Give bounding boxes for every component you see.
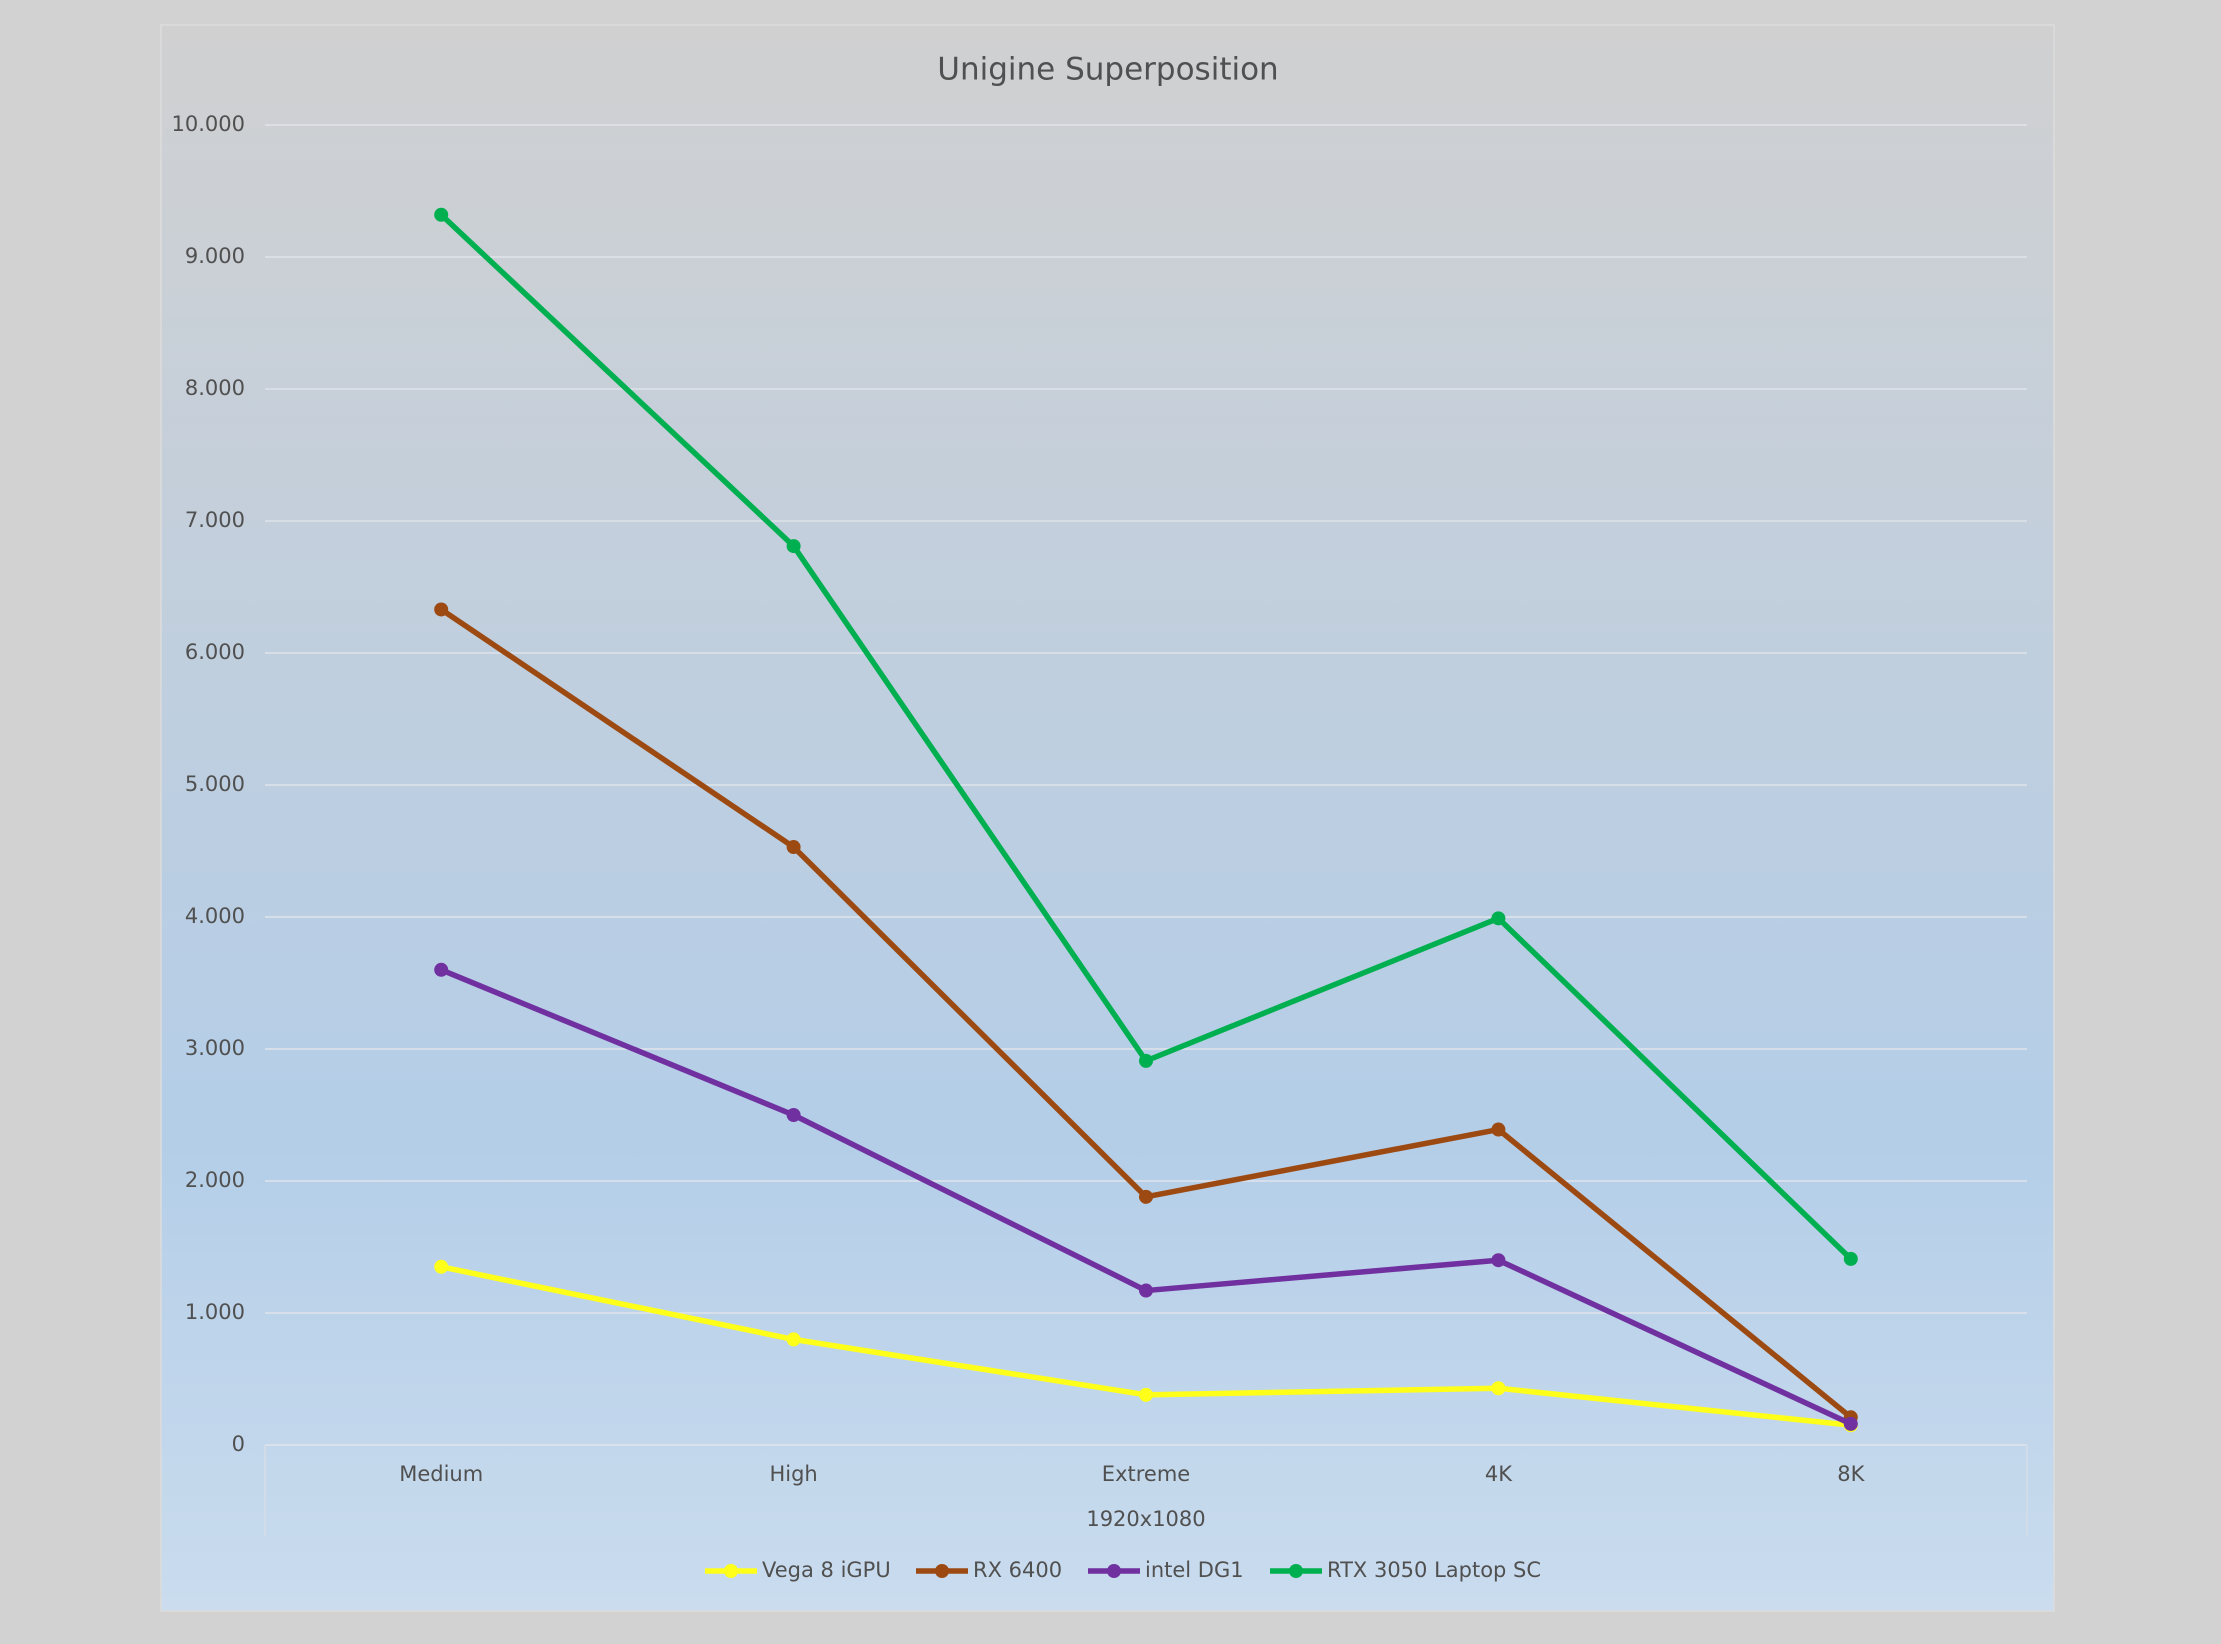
y-tick-label: 8.000 [185, 376, 245, 400]
data-point [434, 602, 449, 617]
data-point [1139, 1283, 1153, 1298]
data-point [1491, 1122, 1506, 1137]
y-tick-label: 2.000 [185, 1168, 245, 1192]
y-tick-label: 6.000 [185, 640, 245, 664]
chart-title: Unigine Superposition [937, 52, 1278, 88]
x-tick-label: High [769, 1462, 817, 1486]
y-tick-label: 10.000 [172, 112, 245, 136]
legend-marker [1107, 1564, 1121, 1578]
chart-area [160, 24, 2055, 1612]
x-tick-label: 4K [1485, 1462, 1513, 1486]
x-tick-label: Extreme [1102, 1462, 1190, 1486]
x-tick-label: Medium [399, 1462, 483, 1486]
y-tick-label: 3.000 [185, 1036, 245, 1060]
y-tick-label: 4.000 [185, 904, 245, 928]
y-tick-label: 1.000 [185, 1300, 245, 1324]
y-tick-label: 9.000 [185, 244, 245, 268]
data-point [786, 840, 801, 855]
legend-label: RTX 3050 Laptop SC [1327, 1558, 1541, 1582]
legend-label: Vega 8 iGPU [762, 1558, 891, 1582]
data-point [1139, 1387, 1153, 1402]
data-point [786, 1332, 801, 1347]
data-point [1491, 1253, 1506, 1268]
data-point [434, 207, 449, 222]
data-point [1491, 1381, 1506, 1396]
y-tick-label: 7.000 [185, 508, 245, 532]
y-tick-label: 0 [232, 1432, 245, 1456]
data-point [1491, 911, 1506, 926]
data-point [1843, 1251, 1858, 1266]
y-tick-label: 5.000 [185, 772, 245, 796]
x-group-label: 1920x1080 [1086, 1507, 1205, 1531]
legend-label: intel DG1 [1145, 1558, 1244, 1582]
x-tick-label: 8K [1837, 1462, 1865, 1486]
data-point [434, 962, 449, 977]
legend-label: RX 6400 [973, 1558, 1062, 1582]
data-point [434, 1259, 449, 1274]
legend-marker [935, 1564, 949, 1578]
legend-marker [1289, 1564, 1303, 1578]
data-point [786, 539, 801, 554]
legend-marker [724, 1564, 738, 1578]
data-point [1843, 1416, 1858, 1431]
data-point [1139, 1189, 1153, 1204]
data-point [1139, 1053, 1153, 1068]
data-point [786, 1108, 801, 1122]
